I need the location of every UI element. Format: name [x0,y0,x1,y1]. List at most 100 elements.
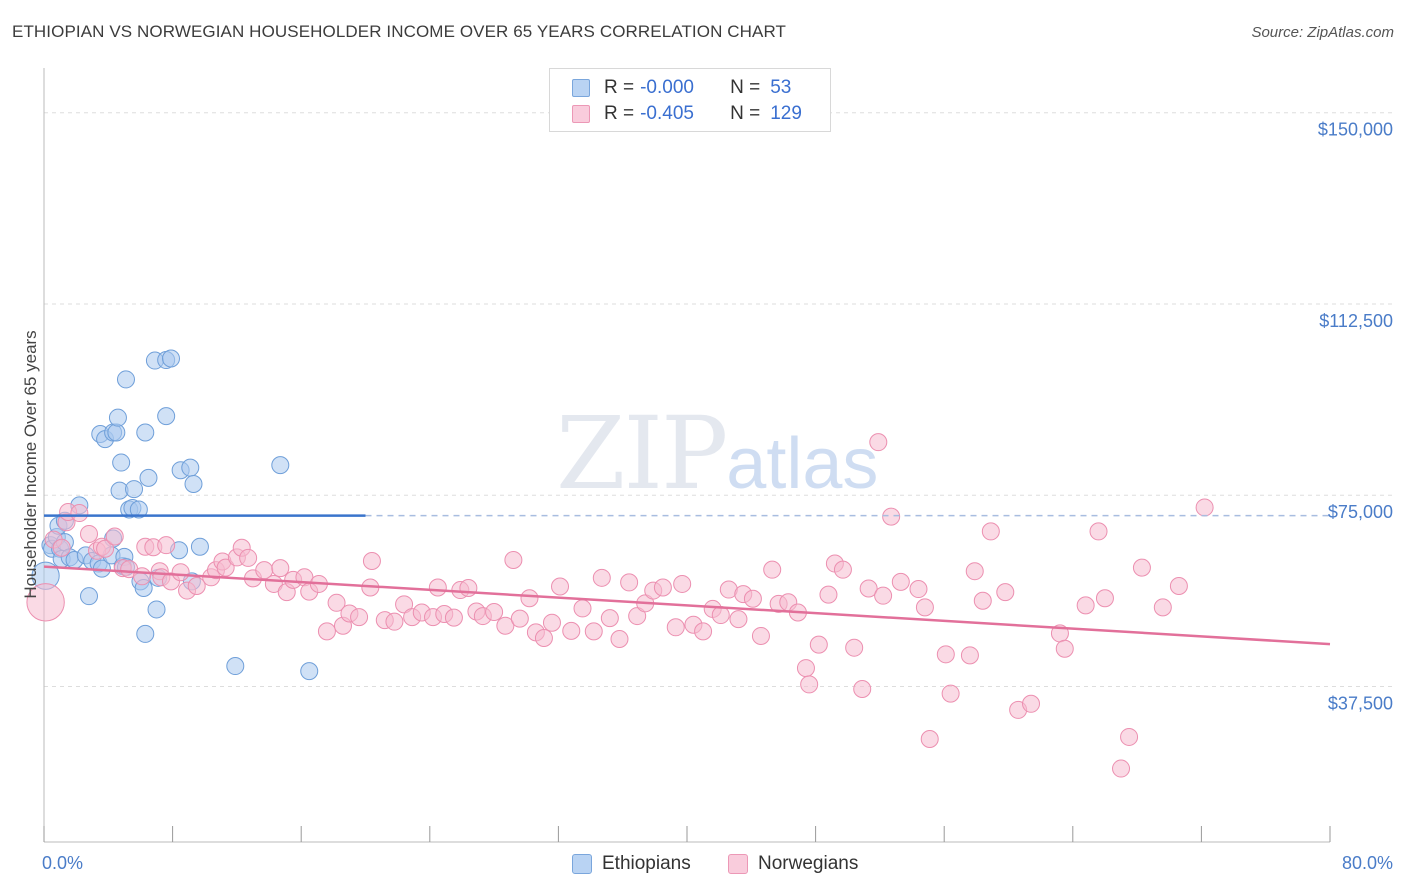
norwegian-point [362,551,381,570]
correlation-legend: R = -0.000 N = 53 R = -0.405 N = 129 [549,68,831,132]
norwegian-point [395,595,414,614]
norwegian-point [133,567,152,586]
norwegian-point [1076,596,1095,615]
y-tick-label: $150,000 [1318,120,1393,140]
norwegian-point [1055,639,1074,658]
norwegian-point [796,659,815,678]
norwegian-point [428,578,447,597]
norwegian-point [673,574,692,593]
legend-swatch-norwegians [728,854,748,874]
norwegian-point [80,524,99,543]
watermark: ZIPatlas [556,395,878,512]
watermark-atlas: atlas [726,424,879,504]
ethiopian-point [136,624,155,643]
norwegian-point [800,675,819,694]
norwegian-point [584,622,603,641]
y-axis-label: Householder Income Over 65 years [21,330,40,598]
legend-label-norwegians: Norwegians [758,853,859,874]
tick-labels: $37,500 $75,000 $112,500 $150,000 0.0% 80.0% H… [21,120,1393,873]
norwegians-points [26,433,1214,778]
trend-lines [43,514,1331,646]
norwegian-point [653,578,672,597]
norwegian-point [105,527,124,546]
norwegian-point [171,563,190,582]
ethiopian-point [226,657,245,676]
norwegian-point [882,507,901,526]
ethiopian-point [161,349,180,368]
legend-n-label: N = [730,77,761,98]
legend-r-label: R = [604,103,635,124]
ethiopian-point [125,480,144,499]
legend-row-norwegians: R = -0.405 N = 129 [572,102,802,126]
legend-item-norwegians: Norwegians [728,853,858,875]
norwegian-point [504,550,523,569]
ethiopian-point [181,458,200,477]
norwegian-trend-line [43,565,1331,646]
norwegian-point [52,538,71,557]
norwegian-point [743,589,762,608]
norwegian-point [520,589,539,608]
norwegian-point [869,433,888,452]
norwegian-point [809,635,828,654]
norwegian-point [600,609,619,628]
ethiopian-point [190,537,209,556]
norwegian-point [763,560,782,579]
y-tick-label: $75,000 [1328,502,1393,522]
legend-r-value: -0.000 [640,77,694,98]
y-tick-label: $37,500 [1328,693,1393,713]
norwegian-point [981,522,1000,541]
norwegian-point [510,609,529,628]
norwegian-point [350,608,369,627]
norwegian-point [1195,498,1214,517]
y-tick-label: $112,500 [1319,311,1393,331]
norwegian-point [1095,589,1114,608]
legend-r-label: R = [604,77,635,98]
norwegian-point [729,610,748,629]
ethiopian-point [184,474,203,493]
ethiopian-point [80,587,99,606]
norwegian-point [459,579,478,598]
legend-row-ethiopians: R = -0.000 N = 53 [572,76,791,100]
watermark-zip: ZIP [556,395,728,512]
x-tick-label: 0.0% [42,853,83,873]
ethiopian-point [271,456,290,475]
ethiopian-point [129,500,148,519]
norwegian-point [542,613,561,632]
norwegian-point [187,576,206,595]
norwegian-point [1089,522,1108,541]
norwegian-point [859,579,878,598]
norwegian-point [534,629,553,647]
ethiopian-point [300,662,319,681]
norwegian-point [592,568,611,587]
norwegian-point [96,539,115,558]
norwegian-point [874,586,893,605]
norwegian-point [1120,727,1139,746]
norwegian-point [666,618,685,637]
ethiopian-point [139,468,158,487]
source-label: Source: ZipAtlas.com [1251,24,1394,41]
norwegian-point [26,583,65,622]
norwegian-point [444,608,463,627]
legend-item-ethiopians: Ethiopians [572,853,691,875]
norwegian-point [628,607,647,626]
norwegian-point [920,729,939,748]
norwegian-point [909,580,928,599]
norwegian-point [496,616,515,635]
norwegian-point [573,599,592,618]
ethiopian-point [116,370,135,389]
norwegian-point [941,684,960,703]
norwegian-point [853,680,872,698]
norwegian-point [711,606,730,625]
norwegian-point [317,622,336,641]
norwegian-point [1153,598,1172,617]
norwegian-point [819,585,838,604]
norwegian-point [1132,558,1151,577]
norwegian-point [551,577,570,596]
x-tick-label: 80.0% [1342,853,1393,873]
norwegian-point [833,560,852,579]
norwegian-point [845,638,864,657]
legend-r-value: -0.405 [640,103,694,124]
norwegian-point [936,645,955,664]
legend-swatch-ethiopians [572,79,590,97]
